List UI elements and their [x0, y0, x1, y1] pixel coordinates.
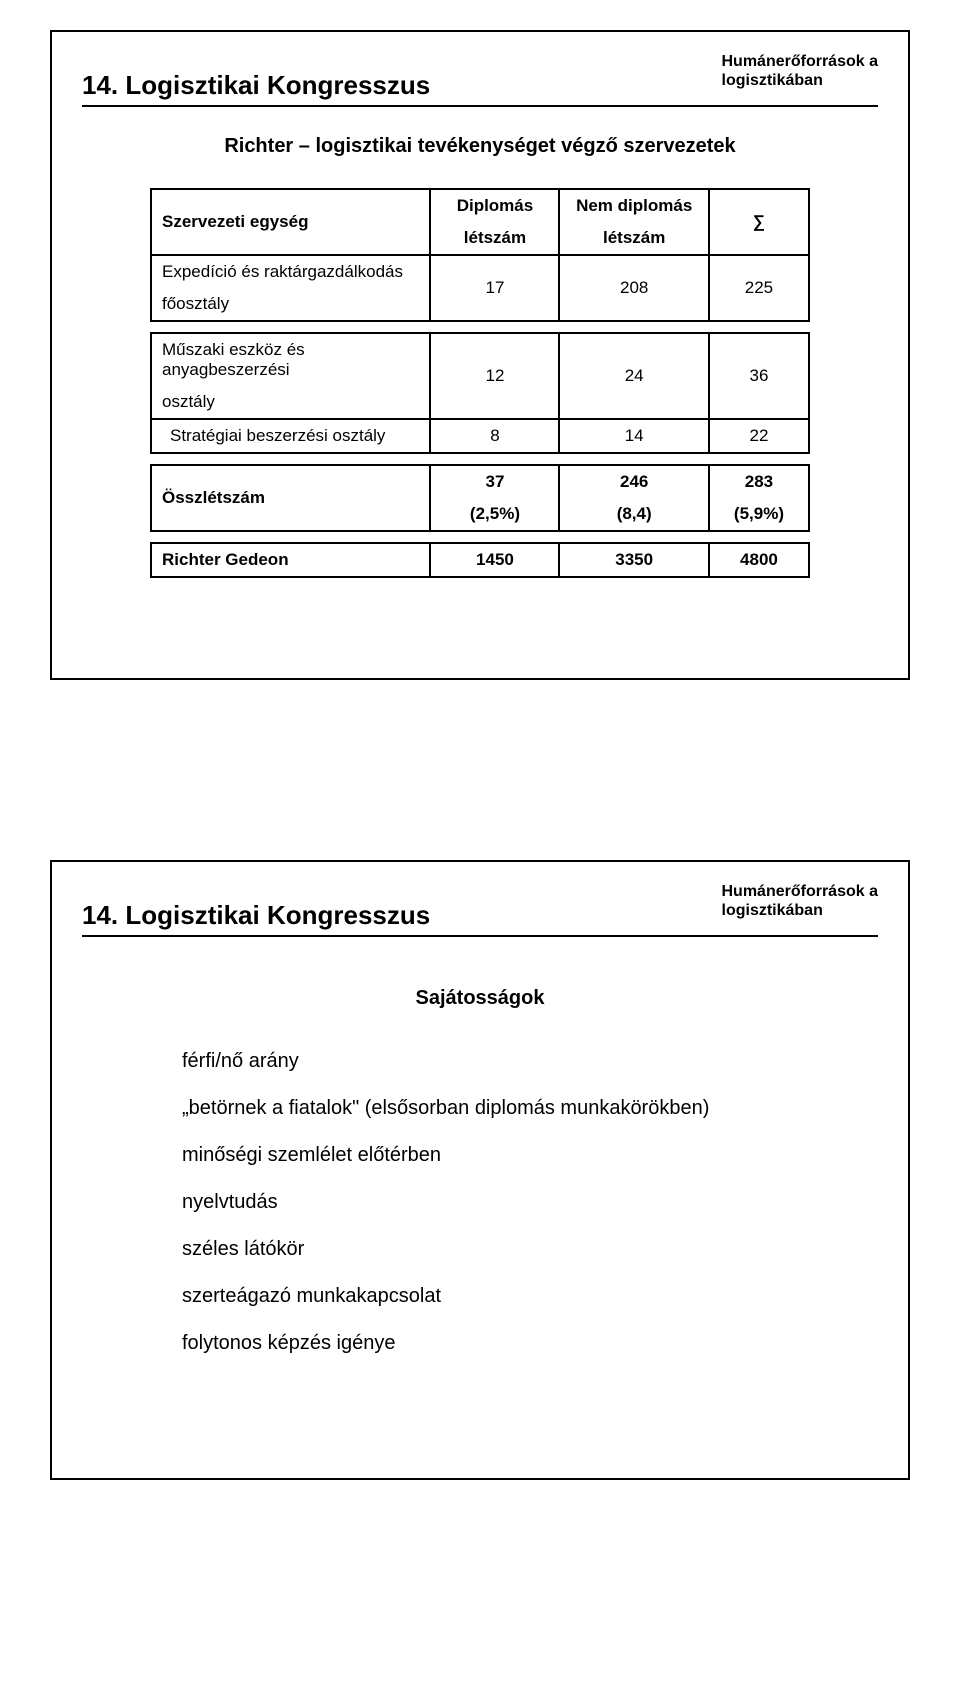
- list-item: nyelvtudás: [182, 1191, 878, 1214]
- section-title: Sajátosságok: [82, 987, 878, 1010]
- subtitle-line2: logisztikában: [722, 72, 823, 89]
- divider: [82, 935, 878, 937]
- row1-label-line2: osztály: [151, 386, 430, 419]
- col-header-1-line1: Diplomás: [430, 189, 559, 222]
- row1-c1: 12: [430, 333, 559, 419]
- row1-label-line1: Műszaki eszköz és anyagbeszerzési: [151, 333, 430, 386]
- row3-c1-line2: (2,5%): [430, 498, 559, 531]
- slide-2: 14. Logisztikai Kongresszus Humánerőforr…: [50, 860, 910, 1480]
- feature-list: férfi/nő arány „betörnek a fiatalok" (el…: [182, 1050, 878, 1355]
- col-header-2-line2: létszám: [559, 222, 708, 255]
- row4-c2: 3350: [559, 543, 708, 577]
- list-item: folytonos képzés igénye: [182, 1332, 878, 1355]
- row2-label: Stratégiai beszerzési osztály: [151, 419, 430, 453]
- subtitle: Humánerőforrások a logisztikában: [722, 882, 879, 920]
- divider: [82, 105, 878, 107]
- section-title: Richter – logisztikai tevékenységet végz…: [82, 135, 878, 158]
- header: 14. Logisztikai Kongresszus Humánerőforr…: [82, 52, 878, 101]
- col-header-0: Szervezeti egység: [151, 189, 430, 255]
- row1-c3: 36: [709, 333, 809, 419]
- row2-c3: 22: [709, 419, 809, 453]
- subtitle-line1: Humánerőforrások a: [722, 53, 879, 70]
- row-gap: [151, 321, 809, 333]
- table-row: Stratégiai beszerzési osztály 8 14 22: [151, 419, 809, 453]
- row2-c2: 14: [559, 419, 708, 453]
- row3-c3-line2: (5,9%): [709, 498, 809, 531]
- slide-1: 14. Logisztikai Kongresszus Humánerőforr…: [50, 30, 910, 680]
- slide-title: 14. Logisztikai Kongresszus: [82, 900, 430, 931]
- row3-c2-line1: 246: [559, 465, 708, 498]
- table-header-row: Szervezeti egység Diplomás Nem diplomás …: [151, 189, 809, 222]
- table-row: Műszaki eszköz és anyagbeszerzési 12 24 …: [151, 333, 809, 386]
- row0-c3: 225: [709, 255, 809, 321]
- row3-c1-line1: 37: [430, 465, 559, 498]
- row4-label: Richter Gedeon: [151, 543, 430, 577]
- table-row: Richter Gedeon 1450 3350 4800: [151, 543, 809, 577]
- row0-c2: 208: [559, 255, 708, 321]
- list-item: férfi/nő arány: [182, 1050, 878, 1073]
- row0-label-line2: főosztály: [151, 288, 430, 321]
- subtitle-line2: logisztikában: [722, 902, 823, 919]
- row4-c3: 4800: [709, 543, 809, 577]
- row3-c3-line1: 283: [709, 465, 809, 498]
- col-header-2-line1: Nem diplomás: [559, 189, 708, 222]
- row-gap: [151, 531, 809, 543]
- slide-title: 14. Logisztikai Kongresszus: [82, 70, 430, 101]
- col-header-3: ∑: [709, 189, 809, 255]
- data-table: Szervezeti egység Diplomás Nem diplomás …: [150, 188, 810, 578]
- subtitle-line1: Humánerőforrások a: [722, 883, 879, 900]
- row3-label: Összlétszám: [151, 465, 430, 531]
- row0-label-line1: Expedíció és raktárgazdálkodás: [151, 255, 430, 288]
- list-item: szerteágazó munkakapcsolat: [182, 1285, 878, 1308]
- table-row: Összlétszám 37 246 283: [151, 465, 809, 498]
- col-header-1-line2: létszám: [430, 222, 559, 255]
- list-item: „betörnek a fiatalok" (elsősorban diplom…: [182, 1097, 878, 1120]
- row4-c1: 1450: [430, 543, 559, 577]
- row3-c2-line2: (8,4): [559, 498, 708, 531]
- row2-c1: 8: [430, 419, 559, 453]
- subtitle: Humánerőforrások a logisztikában: [722, 52, 879, 90]
- list-item: széles látókör: [182, 1238, 878, 1261]
- row1-c2: 24: [559, 333, 708, 419]
- table-row: Expedíció és raktárgazdálkodás 17 208 22…: [151, 255, 809, 288]
- row-gap: [151, 453, 809, 465]
- list-item: minőségi szemlélet előtérben: [182, 1144, 878, 1167]
- header: 14. Logisztikai Kongresszus Humánerőforr…: [82, 882, 878, 931]
- row0-c1: 17: [430, 255, 559, 321]
